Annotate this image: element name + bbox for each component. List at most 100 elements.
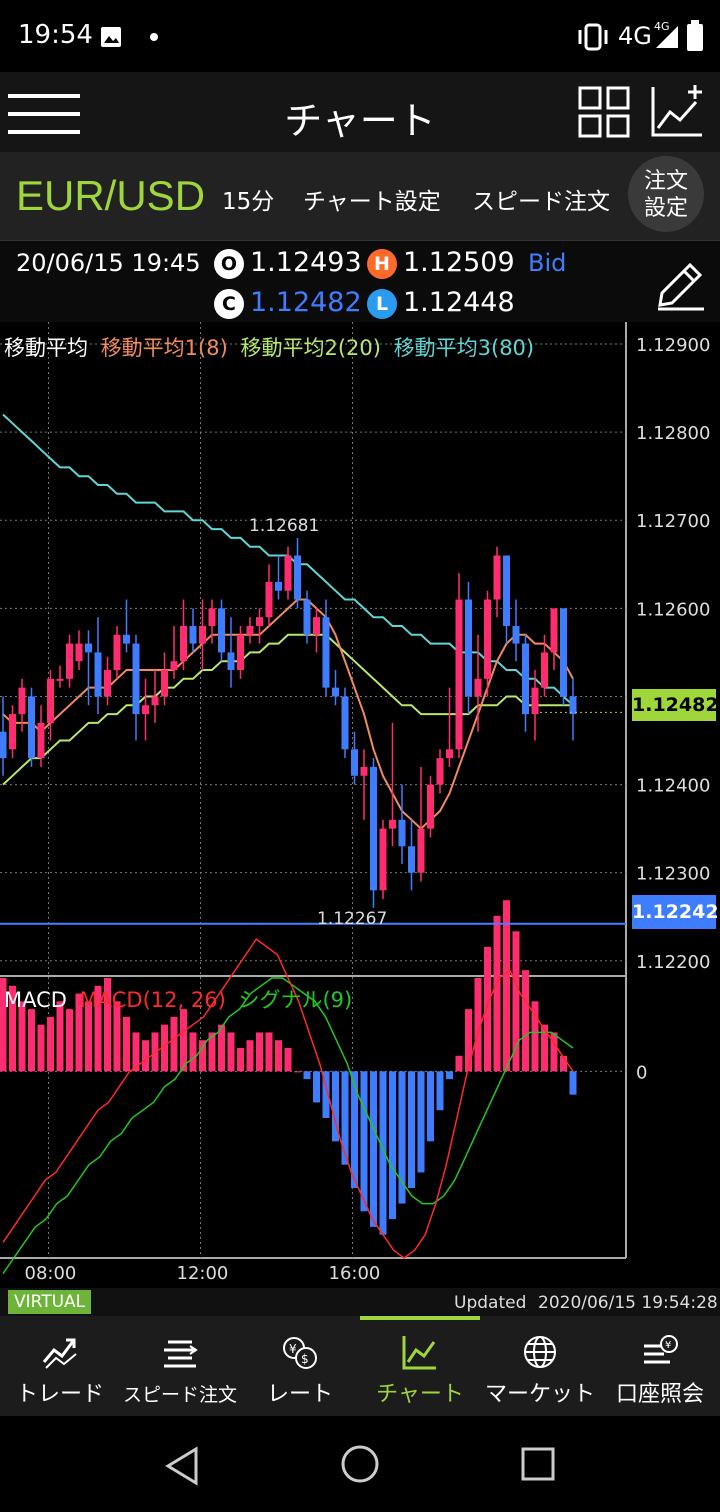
candle [436,749,444,794]
candle-body [503,555,510,626]
macd-histogram-bar [455,1055,463,1072]
nav-market[interactable]: マーケット [480,1316,600,1416]
candle-body [151,696,159,706]
layout-grid-icon[interactable] [578,86,630,138]
candle [151,670,159,723]
candle [294,537,301,609]
bar-datetime: 20/06/15 19:45 [16,249,201,277]
macd-histogram-bar [47,1016,54,1072]
candle [531,670,539,741]
price-tick-label: 1.12300 [636,864,710,885]
macd-histogram-bar [408,1071,415,1188]
symbol-selector[interactable]: EUR/USD [16,172,206,219]
macd-histogram-bar [161,1024,168,1072]
menu-icon[interactable] [8,94,80,134]
candle [322,599,330,697]
nav-trade[interactable]: トレード [0,1316,120,1416]
macd-histogram-bar [208,1032,216,1072]
nav-account[interactable]: ¥ 口座照会 [600,1316,720,1416]
ma1-legend: 移動平均1(8) [100,336,228,360]
macd-histogram-bar [189,1032,197,1072]
horizontal-line-tag[interactable]: 1.12242 [632,895,719,929]
current-price-tag: 1.12482 [632,689,719,721]
macd-histogram-bar [474,978,482,1072]
macd-histogram-bar [85,1001,92,1072]
candle-body [427,784,434,829]
candle [341,687,349,759]
candle-body [484,599,491,679]
chart-area[interactable]: 1.129001.128001.127001.126001.125001.124… [0,322,720,1288]
candle-body [351,749,358,776]
open-badge: O [214,249,244,279]
ohlc-panel: 20/06/15 19:45 O 1.12493 H 1.12509 Bid C… [0,240,720,323]
candle-body [132,643,140,715]
vibrate-icon [578,23,608,51]
candle-body [37,722,45,759]
candle [560,608,567,706]
chart-canvas[interactable]: 1.129001.128001.127001.126001.125001.124… [0,322,720,1288]
candle-body [161,670,168,697]
candle-body [227,652,235,671]
macd-histogram-bar [322,1071,330,1118]
time-tick-label: 08:00 [25,1263,77,1284]
macd-histogram-bar [28,1009,35,1072]
candle-body [341,696,349,750]
network-type-small: 4G [654,20,670,33]
price-tick-label: 1.12700 [636,511,710,532]
price-tick-label: 1.12400 [636,776,710,797]
active-tab-indicator [360,1316,480,1320]
battery-icon [687,20,703,51]
home-icon[interactable] [340,1444,380,1484]
back-icon[interactable] [164,1446,200,1486]
macd-histogram-bar [275,1040,282,1072]
price-tick-label: 1.12900 [636,335,710,356]
recents-icon[interactable] [520,1446,556,1482]
candle [446,687,453,767]
candle-body [360,766,368,776]
price-type: Bid [528,249,567,277]
add-indicator-icon[interactable] [650,84,704,138]
timeframe-button[interactable]: 15分 [222,189,275,215]
macd-histogram-bar [493,915,501,1072]
macd-histogram-bar [132,1032,140,1072]
macd-histogram-bar [560,1055,567,1072]
nav-chart[interactable]: チャート [360,1316,480,1416]
candle [398,784,406,864]
macd-histogram-bar [37,1024,45,1072]
trade-icon [42,1338,77,1369]
macd-histogram-bar [256,1032,263,1072]
candle [370,758,377,908]
chart-settings-button[interactable]: チャート設定 [303,189,441,215]
candle [512,599,520,662]
candle [351,731,358,785]
candle [503,555,510,644]
pencil-icon[interactable] [654,259,706,311]
candle [474,634,482,732]
candle-body [256,617,263,626]
macd-histogram-bar [75,993,83,1072]
candle [94,617,102,715]
candle [303,590,311,644]
nav-speed-order[interactable]: スピード注文 [120,1316,240,1416]
candle [265,564,273,626]
candle-body [246,625,254,635]
candle-body [66,643,73,679]
nav-rate[interactable]: ¥ $ レート [240,1316,360,1416]
macd-histogram-bar [9,985,16,1072]
candle-body [398,819,406,847]
macd-legend-title: MACD [4,988,67,1012]
nav-market-label: マーケット [484,1382,595,1407]
candle-body [455,599,463,750]
macd-histogram-bar [104,978,111,1072]
nav-rate-label: レート [266,1382,333,1407]
candle [47,670,54,741]
candle [455,573,463,759]
candle [170,625,178,679]
candle-body [85,643,92,653]
candle-body [170,661,178,671]
order-settings-button[interactable]: 注文 設定 [628,156,704,232]
macd-histogram-bar [170,1016,178,1072]
speed-order-button[interactable]: スピード注文 [472,189,610,215]
candle-body [265,581,273,618]
candle [237,625,244,679]
